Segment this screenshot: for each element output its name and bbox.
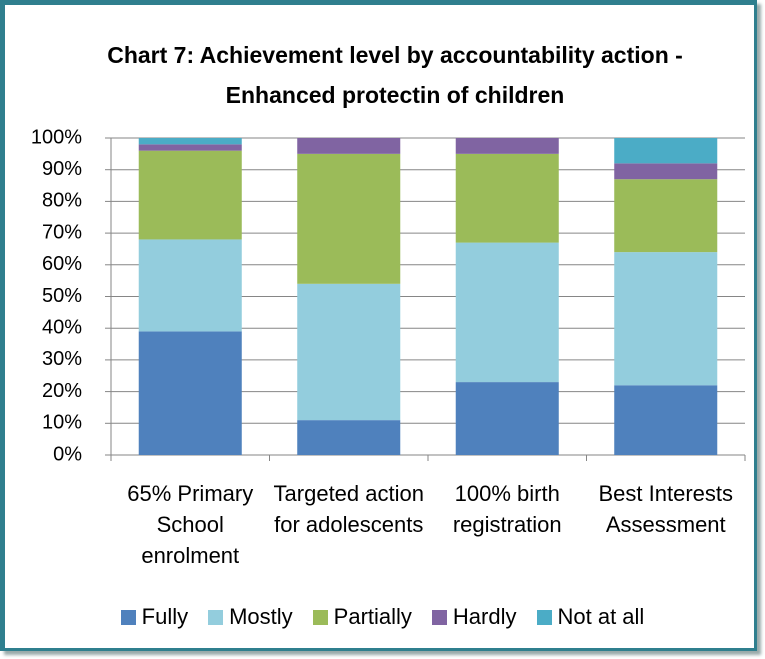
legend-swatch: [312, 609, 328, 625]
bar-segment: [297, 138, 401, 154]
bar-segment: [455, 138, 559, 154]
bar-segment: [614, 138, 718, 164]
bar-segment: [138, 144, 242, 151]
x-tick-label: Targeted action for adolescents: [273, 481, 424, 537]
legend-swatch: [536, 609, 552, 625]
legend-label: Mostly: [229, 604, 293, 629]
chart-title: Chart 7: Achievement level by accountabi…: [107, 42, 683, 108]
y-tick-label: 30%: [42, 348, 82, 370]
legend-swatch: [120, 609, 136, 625]
bar-segment: [614, 252, 718, 386]
legend-item: Mostly: [208, 604, 293, 630]
y-tick-label: 90%: [42, 158, 82, 180]
bar-segment: [614, 163, 718, 180]
legend-label: Hardly: [452, 604, 517, 629]
bar-segment: [297, 420, 401, 455]
x-tick-label: 100% birth registration: [452, 481, 562, 537]
legend-label: Fully: [141, 604, 189, 629]
bar-segment: [614, 385, 718, 455]
y-tick-label: 70%: [42, 221, 82, 243]
y-tick-label: 40%: [42, 316, 82, 338]
legend-item: Hardly: [431, 604, 517, 630]
bar-segment: [138, 138, 242, 145]
x-tick-label: 65% Primary School enrolment: [127, 481, 254, 568]
y-tick-label: 60%: [42, 253, 82, 275]
legend-item: Fully: [120, 604, 189, 630]
y-tick-label: 50%: [42, 285, 82, 307]
bar-segment: [138, 150, 242, 240]
bar-segment: [614, 179, 718, 253]
legend-swatch: [208, 609, 224, 625]
bar-segment: [455, 382, 559, 455]
y-tick-label: 10%: [42, 412, 82, 434]
bar-segment: [297, 153, 401, 284]
y-tick-label: 100%: [31, 126, 82, 148]
bar-segment: [455, 242, 559, 383]
legend-item: Partially: [312, 604, 412, 630]
bar-segment: [455, 153, 559, 243]
y-tick-label: 80%: [42, 190, 82, 212]
x-tick-label: Best Interests Assessment: [598, 481, 733, 537]
legend: Fully Mostly Partially Hardly Not at all: [0, 604, 765, 630]
legend-label: Partially: [333, 604, 412, 629]
y-tick-label: 20%: [42, 380, 82, 402]
bar-segment: [297, 283, 401, 421]
legend-swatch: [431, 609, 447, 625]
legend-label: Not at all: [557, 604, 645, 629]
legend-item: Not at all: [536, 604, 645, 630]
bar-segment: [138, 239, 242, 332]
y-tick-label: 0%: [53, 443, 82, 465]
bar-segment: [138, 331, 242, 455]
